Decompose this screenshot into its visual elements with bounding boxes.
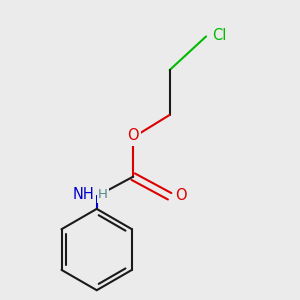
Text: O: O [175,188,187,203]
Text: H: H [98,188,108,201]
Text: NH: NH [72,188,94,202]
Text: O: O [128,128,139,143]
Text: Cl: Cl [212,28,226,43]
